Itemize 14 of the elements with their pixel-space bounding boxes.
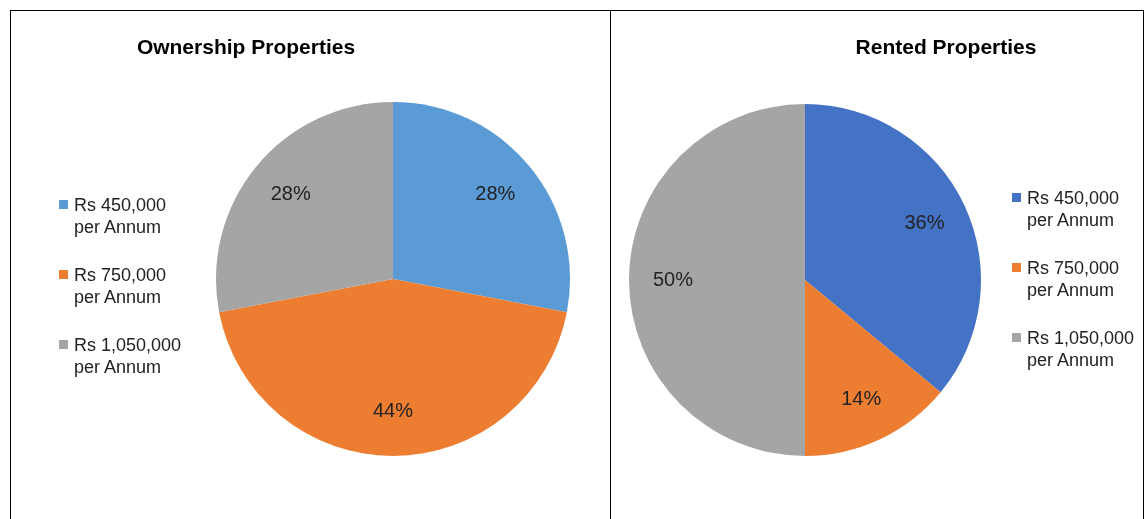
data-label: 44%: [372, 399, 414, 422]
chart-title: Ownership Properties: [135, 35, 357, 59]
chart-title: Rented Properties: [854, 35, 1038, 59]
data-label: 28%: [475, 181, 516, 204]
legend-label: Rs 750,000 per Annum: [1027, 257, 1121, 301]
legend-label: Rs 750,000 per Annum: [74, 264, 168, 308]
legend-label: Rs 450,000 per Annum: [1027, 187, 1121, 231]
legend-label: Rs 1,050,000 per Annum: [74, 334, 183, 378]
data-label: 50%: [652, 267, 694, 290]
legend-label: Rs 450,000 per Annum: [74, 194, 168, 238]
data-label: 14%: [841, 386, 882, 409]
data-label: 28%: [270, 181, 311, 204]
data-label: 36%: [904, 211, 945, 234]
legend-label: Rs 1,050,000 per Annum: [1027, 327, 1136, 371]
